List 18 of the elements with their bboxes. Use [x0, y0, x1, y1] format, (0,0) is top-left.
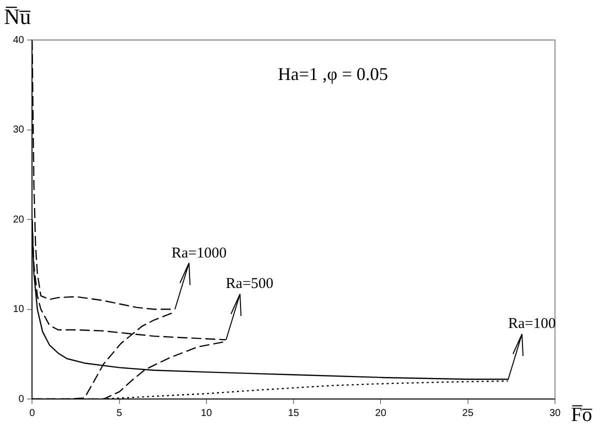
- y-tick-label: 30: [13, 124, 25, 136]
- annotation: Ha=1 ,φ = 0.05: [278, 64, 388, 84]
- x-tick-label: 30: [549, 408, 561, 419]
- x-tick-label: 25: [462, 408, 474, 419]
- x-tick-label: 0: [29, 408, 36, 419]
- x-tick-label: 15: [288, 408, 300, 419]
- y-axis-title: N̅u̅: [4, 4, 31, 29]
- x-tick-label: 5: [116, 408, 122, 419]
- x-tick-label: 10: [200, 408, 212, 419]
- y-tick-label: 10: [13, 304, 25, 315]
- y-tick-label: 20: [13, 214, 25, 226]
- y-tick-label: 40: [13, 34, 25, 46]
- x-axis-title: F̅o̅: [571, 404, 594, 426]
- annotation: Ra=100: [508, 316, 556, 332]
- annotation: Ra=1000: [171, 245, 227, 262]
- annotation: Ra=500: [226, 276, 274, 292]
- y-tick-label: 0: [18, 394, 25, 405]
- x-tick-label: 20: [375, 408, 387, 419]
